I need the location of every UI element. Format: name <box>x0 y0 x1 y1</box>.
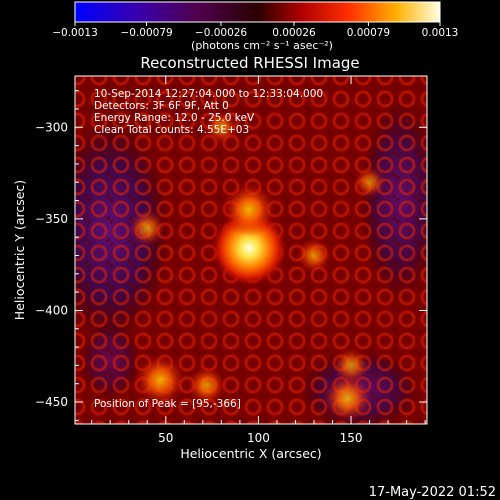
x-tick-label: 100 <box>247 431 270 445</box>
annotation-line: Energy Range: 12.0 - 25.0 keV <box>94 112 255 124</box>
colorbar-gradient <box>74 1 441 23</box>
colorbar-tick-label: −0.00026 <box>195 27 248 39</box>
colorbar-tick-label: 0.00079 <box>347 27 390 39</box>
y-tick-label: −400 <box>35 303 68 317</box>
x-tick-label: 50 <box>158 431 173 445</box>
plot-frame <box>74 75 428 425</box>
colorbar-tick-label: −0.0013 <box>52 27 98 39</box>
emission-source <box>296 237 332 274</box>
emission-source <box>332 346 370 384</box>
emission-source <box>134 354 186 406</box>
emission-source <box>204 110 239 145</box>
peak-source <box>211 210 288 287</box>
emission-source <box>128 209 166 247</box>
x-axis-label: Heliocentric X (arcsec) <box>180 446 321 461</box>
y-tick-label: −300 <box>35 120 68 134</box>
annotation-line: 10-Sep-2014 12:27:04.000 to 12:33:04.000 <box>94 88 323 100</box>
emission-source <box>323 374 372 423</box>
axes: 50 100 150 −300 −350 −400 −450 <box>35 76 427 445</box>
y-tick-label: −350 <box>35 212 68 226</box>
emission-source <box>186 365 227 406</box>
peak-position-label: Position of Peak = [95,-366] <box>94 398 241 410</box>
annotation-line: Detectors: 3F 6F 9F, Att 0 <box>94 100 229 112</box>
colorbar-tick-label: 0.00026 <box>272 27 316 39</box>
colorbar: −0.0013 −0.00079 −0.00026 0.00026 0.00079 0.0… <box>52 1 458 52</box>
y-tick-label: −450 <box>35 395 68 409</box>
colorbar-units: (photons cm⁻² s⁻¹ asec⁻²) <box>191 39 333 52</box>
emission-source <box>222 182 276 237</box>
x-tick-label: 150 <box>340 431 363 445</box>
heatmap-image <box>75 76 427 424</box>
emission-source <box>353 166 386 199</box>
y-axis-label: Heliocentric Y (arcsec) <box>12 180 27 320</box>
annotations: 10-Sep-2014 12:27:04.000 to 12:33:04.000… <box>94 88 323 136</box>
footer-timestamp: 17-May-2022 01:52 <box>369 485 496 500</box>
colorbar-ticks: −0.0013 −0.00079 −0.00026 0.00026 0.00079 0.0… <box>52 22 458 39</box>
colorbar-tick-label: 0.0013 <box>422 27 459 39</box>
annotation-line: Clean Total counts: 4.55E+03 <box>94 124 249 136</box>
colorbar-tick-label: −0.00079 <box>120 27 172 39</box>
chart-title: Reconstructed RHESSI Image <box>140 54 359 72</box>
